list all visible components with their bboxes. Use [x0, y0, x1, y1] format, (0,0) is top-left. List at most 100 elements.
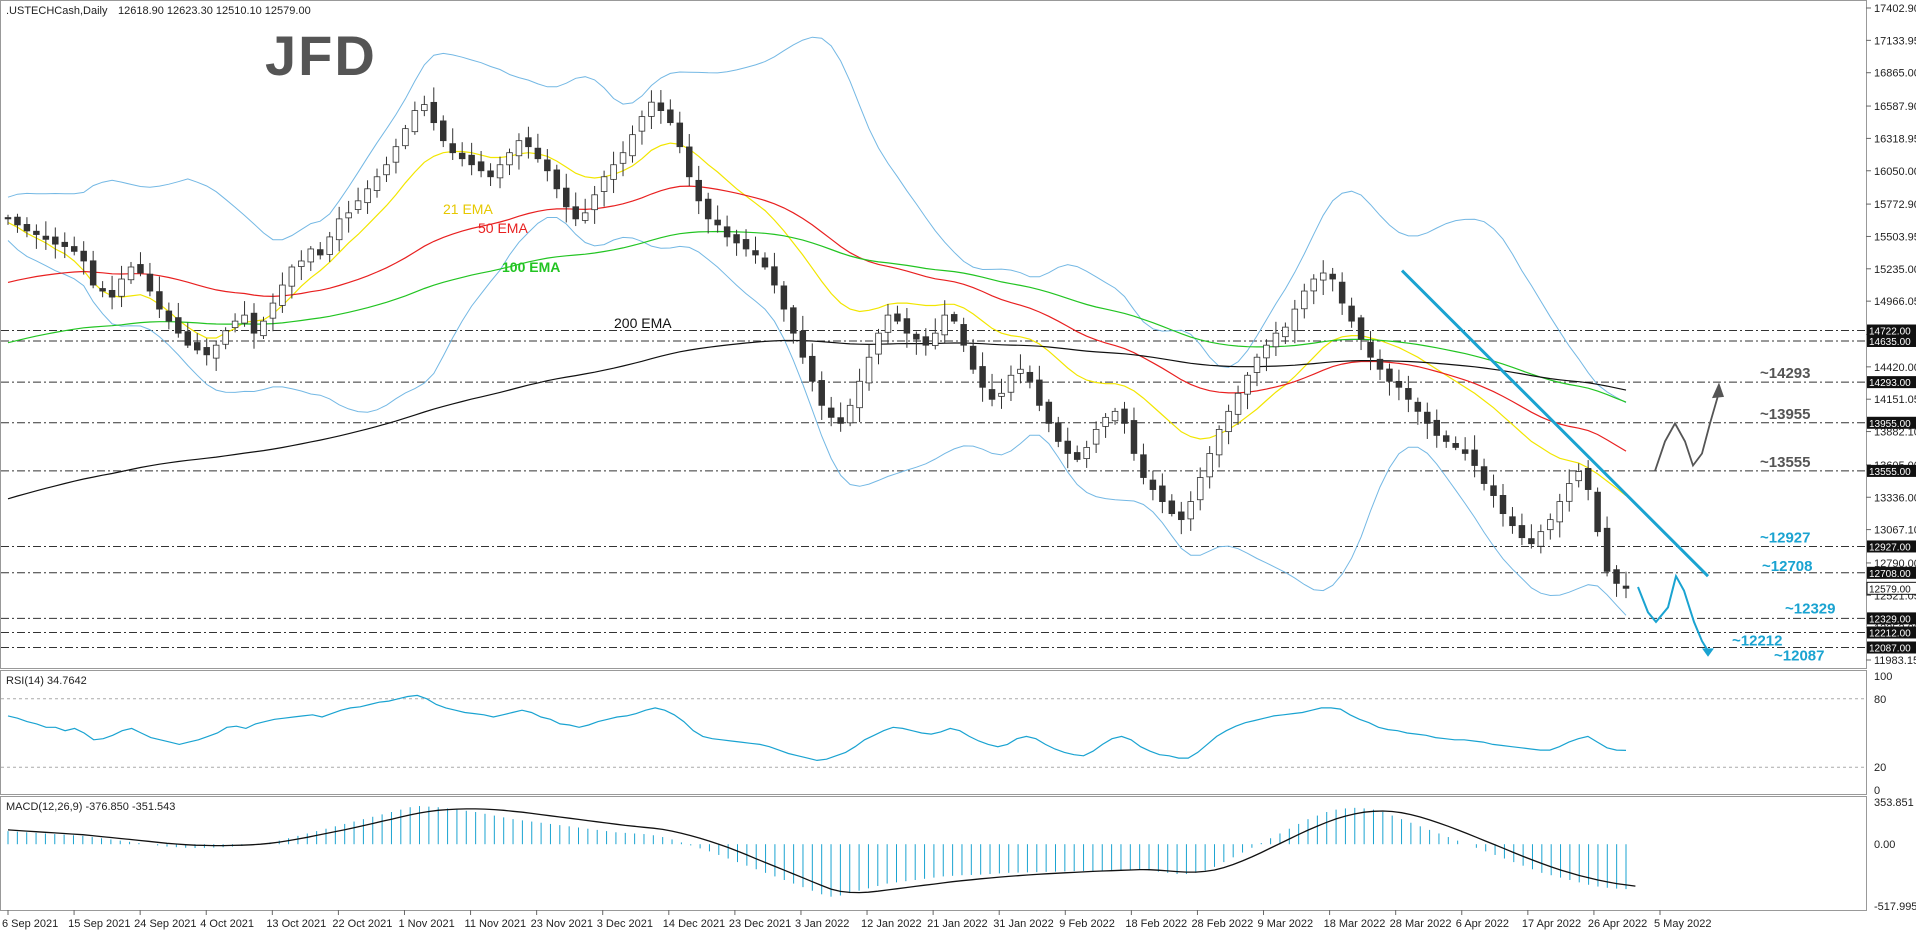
- candle: [1565, 469, 1573, 512]
- macd-tick-label: -517.995: [1874, 901, 1916, 913]
- candle: [440, 115, 447, 148]
- candle: [203, 338, 210, 366]
- candle: [165, 302, 173, 330]
- rsi-indicator: [1, 694, 1866, 768]
- candle: [1461, 437, 1469, 461]
- candle: [1083, 440, 1090, 468]
- candle: [1603, 516, 1611, 577]
- candle: [1291, 299, 1299, 344]
- candle: [1348, 297, 1355, 328]
- candle: [23, 217, 31, 238]
- candle: [875, 328, 882, 365]
- price-tick-label: 13336.00: [1874, 492, 1916, 504]
- ema50-label: 50 EMA: [478, 220, 528, 236]
- candle: [913, 331, 920, 355]
- bullish-arrow-icon: [1712, 382, 1724, 399]
- time-tick-label: 21 Jan 2022: [927, 918, 988, 930]
- level-price-tag-text: 13555.00: [1869, 467, 1911, 478]
- candle: [960, 317, 967, 352]
- time-tick-label: 28 Feb 2022: [1191, 918, 1253, 930]
- candle: [383, 156, 390, 183]
- candle: [4, 214, 12, 225]
- candle: [298, 250, 305, 281]
- candle: [1187, 491, 1194, 531]
- ohlc-readout: 12618.90 12623.30 12510.10 12579.00: [118, 5, 311, 17]
- candle: [894, 305, 901, 325]
- candle: [260, 316, 267, 340]
- candle: [932, 318, 939, 350]
- candle: [837, 402, 844, 432]
- candle: [780, 281, 788, 322]
- candle: [137, 252, 144, 277]
- level-price-tag-text: 12927.00: [1869, 542, 1911, 553]
- candle: [1206, 446, 1213, 489]
- candle: [146, 262, 154, 297]
- candle: [1376, 349, 1384, 380]
- level-price-tag-text: 12212.00: [1869, 628, 1911, 639]
- time-tick-label: 9 Feb 2022: [1059, 918, 1115, 930]
- candle: [846, 398, 854, 427]
- candle: [1301, 283, 1308, 319]
- candle: [998, 378, 1005, 409]
- candle: [1556, 493, 1564, 538]
- time-tick-label: 4 Oct 2021: [200, 918, 254, 930]
- time-tick-label: 3 Dec 2021: [597, 918, 653, 930]
- candle: [1036, 365, 1043, 412]
- candle: [449, 128, 456, 160]
- candle: [14, 213, 21, 233]
- candle: [288, 264, 296, 299]
- candle: [884, 304, 892, 345]
- candle: [1452, 436, 1459, 451]
- candle: [1064, 427, 1071, 469]
- candle: [1017, 354, 1024, 384]
- candle: [70, 236, 78, 256]
- level-annotation: ~12212: [1732, 632, 1782, 649]
- level-price-tag: 13955.00: [1867, 416, 1916, 430]
- candle: [326, 231, 333, 263]
- candle: [411, 101, 419, 135]
- candle: [761, 252, 769, 270]
- price-tick-label: 11983.15: [1874, 655, 1916, 667]
- candle: [468, 142, 475, 176]
- price-tick-label: 14151.05: [1874, 394, 1916, 406]
- candle: [89, 250, 97, 289]
- candle: [1575, 463, 1582, 488]
- macd-tick-label: 353.851: [1874, 797, 1914, 809]
- bollinger-upper: [7, 36, 1627, 404]
- level-price-tag-text: 12329.00: [1869, 614, 1911, 625]
- price-tick-label: 16050.00: [1874, 166, 1916, 178]
- jfd-logo: JFD: [265, 24, 377, 87]
- price-tick-label: 13882.10: [1874, 427, 1916, 439]
- candle: [1159, 473, 1166, 514]
- candle: [1518, 513, 1526, 546]
- candle: [714, 205, 721, 233]
- candle: [1395, 369, 1403, 401]
- candle: [1272, 321, 1280, 356]
- candle: [1386, 363, 1393, 396]
- candle: [1168, 494, 1176, 517]
- candle: [1253, 353, 1261, 387]
- level-price-tag-text: 14635.00: [1869, 337, 1911, 348]
- level-annotation: ~12087: [1774, 648, 1824, 665]
- candle: [1537, 524, 1545, 554]
- candle: [950, 311, 958, 324]
- level-annotation: ~13555: [1760, 454, 1810, 471]
- downtrend-line: [1400, 269, 1710, 578]
- candle: [979, 352, 986, 402]
- candle: [1092, 421, 1100, 453]
- candle: [458, 142, 466, 167]
- candle: [534, 133, 542, 163]
- candle: [581, 198, 589, 224]
- candle: [941, 300, 948, 344]
- time-tick-label: 9 Mar 2022: [1258, 918, 1314, 930]
- time-tick-label: 31 Jan 2022: [993, 918, 1054, 930]
- candle: [1178, 501, 1185, 535]
- price-tick-label: 14420.00: [1874, 362, 1916, 374]
- bollinger-bands: [7, 36, 1627, 616]
- candle: [231, 313, 239, 333]
- level-price-tag-text: 13955.00: [1869, 419, 1911, 430]
- time-tick-label: 11 Nov 2021: [465, 918, 527, 930]
- candle: [553, 164, 561, 199]
- candle: [1026, 365, 1034, 389]
- candle: [809, 343, 816, 392]
